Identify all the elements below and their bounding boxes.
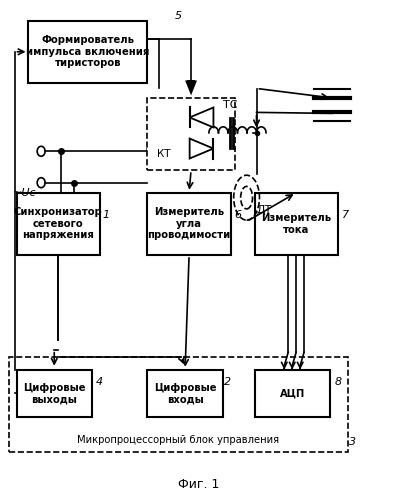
Text: ДТ: ДТ [256, 205, 272, 215]
Text: АЦП: АЦП [279, 388, 305, 398]
Text: 5: 5 [174, 10, 181, 20]
Text: Цифровые
выходы: Цифровые выходы [23, 382, 86, 404]
FancyBboxPatch shape [147, 370, 223, 417]
Text: Фиг. 1: Фиг. 1 [178, 478, 220, 491]
Text: Микропроцессорный блок управления: Микропроцессорный блок управления [77, 435, 279, 445]
Text: Формирователь
импульса включения
тиристоров: Формирователь импульса включения тиристо… [26, 35, 150, 68]
FancyBboxPatch shape [147, 192, 231, 255]
Text: 7: 7 [342, 210, 349, 220]
FancyBboxPatch shape [29, 20, 147, 83]
Text: ТС: ТС [223, 100, 237, 110]
Text: 1: 1 [102, 210, 109, 220]
Text: Измеритель
тока: Измеритель тока [261, 213, 331, 234]
Text: 2: 2 [224, 377, 231, 387]
Text: Измеритель
угла
проводимости: Измеритель угла проводимости [148, 207, 231, 240]
FancyBboxPatch shape [187, 80, 195, 83]
Text: 8: 8 [335, 377, 342, 387]
FancyBboxPatch shape [147, 98, 235, 170]
Text: 4: 4 [96, 377, 103, 387]
Text: КТ: КТ [157, 150, 171, 160]
Text: Синхронизатор
сетевого
напряжения: Синхронизатор сетевого напряжения [14, 207, 103, 240]
FancyBboxPatch shape [17, 192, 100, 255]
Text: ~Uс: ~Uс [13, 188, 36, 198]
Text: 3: 3 [349, 437, 356, 447]
FancyBboxPatch shape [17, 370, 92, 417]
FancyBboxPatch shape [255, 192, 338, 255]
FancyBboxPatch shape [255, 370, 330, 417]
Polygon shape [185, 80, 197, 96]
Text: Цифровые
входы: Цифровые входы [154, 382, 217, 404]
Text: 6: 6 [235, 210, 242, 220]
